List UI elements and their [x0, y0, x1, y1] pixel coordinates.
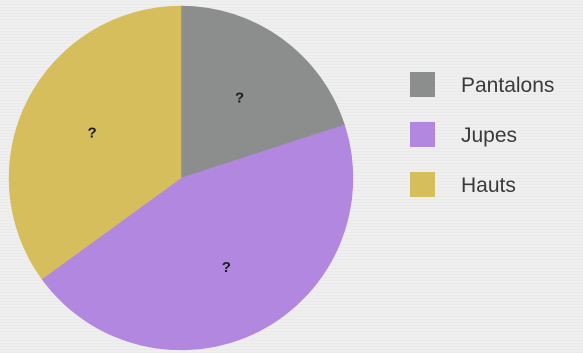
legend-swatch-jupes	[410, 122, 435, 147]
pie-slice-label-jupes: ?	[222, 259, 231, 276]
pie-slice-label-hauts: ?	[88, 125, 97, 142]
legend-swatch-hauts	[410, 172, 435, 197]
legend-label-jupes: Jupes	[461, 124, 517, 147]
legend-swatch-pantalons	[410, 72, 435, 97]
pie-slice-hauts	[8, 5, 182, 280]
pie-slice-pantalons	[180, 5, 345, 179]
pie-slices	[8, 5, 354, 351]
legend-label-pantalons: Pantalons	[461, 74, 554, 97]
legend: Pantalons Jupes Hauts	[410, 72, 554, 197]
pie-slice-jupes	[41, 124, 354, 351]
pie-slice-labels: ???	[88, 89, 245, 276]
pie-slice-label-pantalons: ?	[235, 89, 244, 106]
legend-label-hauts: Hauts	[461, 174, 516, 197]
